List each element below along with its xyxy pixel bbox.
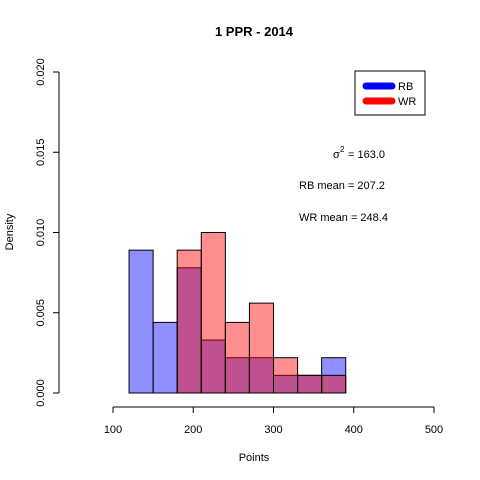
variance-superscript: 2 xyxy=(340,145,345,154)
rb-bars xyxy=(128,249,347,394)
legend-rb-label: RB xyxy=(398,81,413,93)
y-axis-label: Density xyxy=(4,213,16,250)
x-tick-label: 200 xyxy=(184,424,202,436)
x-tick-label: 500 xyxy=(425,424,443,436)
x-tick-label: 400 xyxy=(345,424,363,436)
wr-bar xyxy=(297,374,323,394)
wr-bar xyxy=(224,321,250,394)
y-tick-label: 0.005 xyxy=(35,299,47,327)
wr-bar xyxy=(200,232,226,394)
wr-bar xyxy=(273,357,299,394)
y-axis: 0.000 0.005 0.010 0.015 0.020 xyxy=(35,58,60,407)
x-tick-label: 100 xyxy=(104,424,122,436)
wr-bar xyxy=(176,249,202,394)
wr-bars xyxy=(176,232,347,394)
x-axis: 100 200 300 400 500 xyxy=(104,406,443,436)
variance-value: = 163.0 xyxy=(348,149,385,161)
y-tick-label: 0.010 xyxy=(35,219,47,247)
variance-annotation: σ 2 = 163.0 xyxy=(333,145,385,161)
rb-bar xyxy=(152,321,178,394)
wr-mean-annotation: WR mean = 248.4 xyxy=(299,212,388,224)
variance-symbol: σ xyxy=(333,149,340,161)
legend: RB WR xyxy=(354,70,426,116)
x-axis-label: Points xyxy=(239,452,270,464)
x-tick-label: 300 xyxy=(264,424,282,436)
wr-bar xyxy=(248,302,275,394)
y-tick-label: 0.000 xyxy=(35,379,47,407)
wr-bar xyxy=(321,374,347,394)
legend-wr-label: WR xyxy=(398,96,416,108)
rb-bar xyxy=(128,249,154,394)
chart-title: 1 PPR - 2014 xyxy=(215,24,294,39)
y-tick-label: 0.015 xyxy=(35,138,47,166)
y-tick-label: 0.020 xyxy=(35,58,47,86)
legend-box xyxy=(354,70,426,116)
rb-mean-annotation: RB mean = 207.2 xyxy=(299,180,385,192)
